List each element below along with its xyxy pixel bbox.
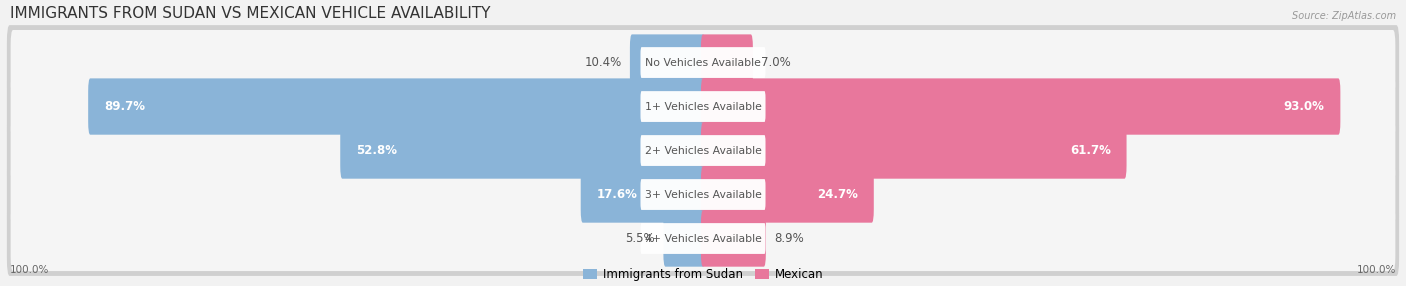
FancyBboxPatch shape [702, 78, 1340, 135]
Text: 100.0%: 100.0% [10, 265, 49, 275]
FancyBboxPatch shape [7, 201, 1399, 276]
Text: 4+ Vehicles Available: 4+ Vehicles Available [644, 233, 762, 243]
FancyBboxPatch shape [702, 34, 752, 91]
Text: 2+ Vehicles Available: 2+ Vehicles Available [644, 146, 762, 156]
Text: Source: ZipAtlas.com: Source: ZipAtlas.com [1292, 11, 1396, 21]
FancyBboxPatch shape [11, 118, 1395, 183]
Text: 24.7%: 24.7% [817, 188, 858, 201]
FancyBboxPatch shape [7, 69, 1399, 144]
Text: 93.0%: 93.0% [1284, 100, 1324, 113]
FancyBboxPatch shape [641, 47, 765, 78]
Text: 5.5%: 5.5% [626, 232, 655, 245]
FancyBboxPatch shape [641, 179, 765, 210]
Text: 7.0%: 7.0% [761, 56, 790, 69]
Text: 89.7%: 89.7% [104, 100, 145, 113]
FancyBboxPatch shape [11, 162, 1395, 227]
Text: IMMIGRANTS FROM SUDAN VS MEXICAN VEHICLE AVAILABILITY: IMMIGRANTS FROM SUDAN VS MEXICAN VEHICLE… [10, 6, 491, 21]
FancyBboxPatch shape [7, 25, 1399, 100]
FancyBboxPatch shape [702, 166, 873, 223]
Text: 61.7%: 61.7% [1070, 144, 1111, 157]
Text: 17.6%: 17.6% [596, 188, 637, 201]
FancyBboxPatch shape [641, 135, 765, 166]
Text: No Vehicles Available: No Vehicles Available [645, 57, 761, 67]
FancyBboxPatch shape [664, 210, 704, 267]
FancyBboxPatch shape [340, 122, 704, 179]
FancyBboxPatch shape [630, 34, 704, 91]
Text: 100.0%: 100.0% [1357, 265, 1396, 275]
Text: 10.4%: 10.4% [585, 56, 621, 69]
Text: 52.8%: 52.8% [356, 144, 396, 157]
FancyBboxPatch shape [581, 166, 704, 223]
FancyBboxPatch shape [702, 210, 766, 267]
FancyBboxPatch shape [89, 78, 704, 135]
Text: 1+ Vehicles Available: 1+ Vehicles Available [644, 102, 762, 112]
FancyBboxPatch shape [641, 91, 765, 122]
FancyBboxPatch shape [7, 113, 1399, 188]
Text: 3+ Vehicles Available: 3+ Vehicles Available [644, 190, 762, 200]
FancyBboxPatch shape [641, 223, 765, 254]
FancyBboxPatch shape [11, 74, 1395, 139]
FancyBboxPatch shape [11, 206, 1395, 271]
Text: 8.9%: 8.9% [775, 232, 804, 245]
FancyBboxPatch shape [11, 30, 1395, 95]
Legend: Immigrants from Sudan, Mexican: Immigrants from Sudan, Mexican [578, 263, 828, 286]
FancyBboxPatch shape [702, 122, 1126, 179]
FancyBboxPatch shape [7, 157, 1399, 232]
